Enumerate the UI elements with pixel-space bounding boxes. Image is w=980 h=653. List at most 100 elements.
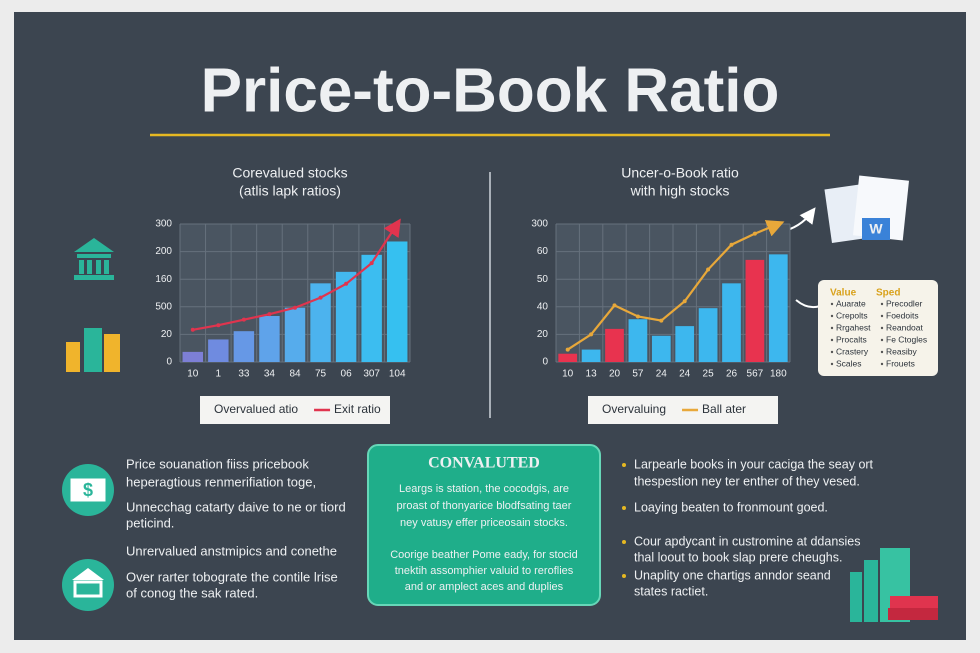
card-item: Fe Ctogles xyxy=(886,334,927,344)
bar xyxy=(698,308,718,362)
center-box-title: CONVALUTED xyxy=(428,455,540,472)
note-bullet xyxy=(622,463,626,467)
x-tick-label: 10 xyxy=(562,369,574,380)
chart-subtitle: with high stocks xyxy=(630,183,730,199)
legend-label: Overvalued atio xyxy=(214,402,298,416)
chart-subtitle: (atlis lapk ratios) xyxy=(239,183,341,199)
legend-label: Exit ratio xyxy=(334,402,381,416)
value-card xyxy=(818,280,938,376)
box-line: ney vatusy effer priceosain stocks. xyxy=(400,517,568,529)
note-line: Larpearle books in your caciga the seay … xyxy=(634,457,874,471)
x-tick-label: 06 xyxy=(341,369,353,380)
note-line: Over rarter tobograte the contile lrise xyxy=(126,569,338,584)
line-point xyxy=(752,231,757,236)
y-tick-label: 50 xyxy=(537,274,549,285)
card-header: Value xyxy=(830,288,857,299)
bar xyxy=(387,241,408,362)
card-bullet xyxy=(880,362,884,366)
bar xyxy=(284,307,306,362)
bar xyxy=(722,283,741,362)
chart-title: Uncer-o-Book ratio xyxy=(621,165,739,181)
x-tick-label: 307 xyxy=(363,369,380,380)
bar xyxy=(310,283,331,362)
bar xyxy=(558,353,578,362)
x-tick-label: 33 xyxy=(238,369,250,380)
bar xyxy=(651,335,671,362)
card-item: Rrgahest xyxy=(836,322,871,332)
line-point xyxy=(659,318,664,323)
card-bullet xyxy=(830,362,834,366)
x-tick-label: 24 xyxy=(679,369,691,380)
card-bullet xyxy=(830,338,834,342)
note-line: heperagtious renmerifiation toge, xyxy=(126,474,316,489)
legend-label: Ball ater xyxy=(702,402,746,416)
note-line: states ractiet. xyxy=(634,584,708,598)
x-tick-label: 567 xyxy=(747,369,764,380)
x-tick-label: 24 xyxy=(656,369,668,380)
line-point xyxy=(369,261,374,266)
y-tick-label: 40 xyxy=(537,301,549,312)
bar xyxy=(605,328,624,362)
card-item: Reandoat xyxy=(886,322,924,332)
box-line: tnektih assomphier valuid to reroflies xyxy=(395,565,574,577)
bar xyxy=(208,339,229,362)
bar xyxy=(745,259,765,362)
line-point xyxy=(241,317,246,322)
card-header: Sped xyxy=(876,288,900,299)
note-bullet xyxy=(622,506,626,510)
x-tick-label: 57 xyxy=(632,369,644,380)
box-line: proast of thonyarice blodfsating taer xyxy=(397,500,572,512)
y-tick-label: 60 xyxy=(537,246,549,257)
x-tick-label: 20 xyxy=(609,369,621,380)
line-point xyxy=(190,327,195,332)
center-box xyxy=(367,444,601,606)
y-tick-label: 160 xyxy=(155,274,172,285)
line-point xyxy=(216,323,221,328)
x-tick-label: 180 xyxy=(770,369,787,380)
svg-text:$: $ xyxy=(83,480,93,500)
bar xyxy=(259,316,280,362)
note-line: thal loout to book slap prere cheughs. xyxy=(634,550,842,564)
line-series xyxy=(567,220,785,351)
card-bullet xyxy=(880,350,884,354)
note-bullet xyxy=(622,540,626,544)
bank-icon xyxy=(74,238,114,280)
legend-box xyxy=(200,396,390,424)
card-bullet xyxy=(830,314,834,318)
bar xyxy=(768,254,788,362)
line-point xyxy=(635,314,640,319)
card-bullet xyxy=(830,350,834,354)
box-line: Coorige beather Pome eady, for stocid xyxy=(390,549,578,561)
card-bullet xyxy=(830,302,834,306)
x-tick-label: 34 xyxy=(264,369,276,380)
line-point xyxy=(293,305,297,310)
svg-text:W: W xyxy=(869,221,883,237)
legend-label: Overvaluing xyxy=(602,402,666,416)
note-line: of conog the sak rated. xyxy=(126,585,258,600)
note-line: Unaplity one chartigs anndor seand xyxy=(634,568,831,582)
x-tick-label: 10 xyxy=(187,369,199,380)
note-line: thespestion ney ter enther of they vesed… xyxy=(634,474,860,488)
x-tick-label: 26 xyxy=(726,369,738,380)
x-tick-label: 1 xyxy=(216,369,222,380)
x-tick-label: 104 xyxy=(389,369,406,380)
line-point xyxy=(565,347,570,352)
line-point xyxy=(589,332,594,337)
card-item: Crastery xyxy=(836,346,869,356)
bank-circle-icon xyxy=(62,559,114,611)
y-tick-label: 300 xyxy=(155,219,172,230)
y-tick-label: 200 xyxy=(155,246,172,257)
x-tick-label: 84 xyxy=(289,369,301,380)
y-tick-label: 500 xyxy=(155,301,172,312)
card-item: Crepolts xyxy=(836,310,868,320)
cash-icon: $ xyxy=(62,464,114,516)
bar xyxy=(233,331,255,362)
line-point xyxy=(682,299,687,304)
card-bullet xyxy=(830,326,834,330)
y-tick-label: 300 xyxy=(531,219,548,230)
line-point xyxy=(395,222,400,226)
bar xyxy=(335,271,357,362)
main-title: Price-to-Book Ratio xyxy=(201,56,780,125)
document-icon: W xyxy=(779,175,909,309)
